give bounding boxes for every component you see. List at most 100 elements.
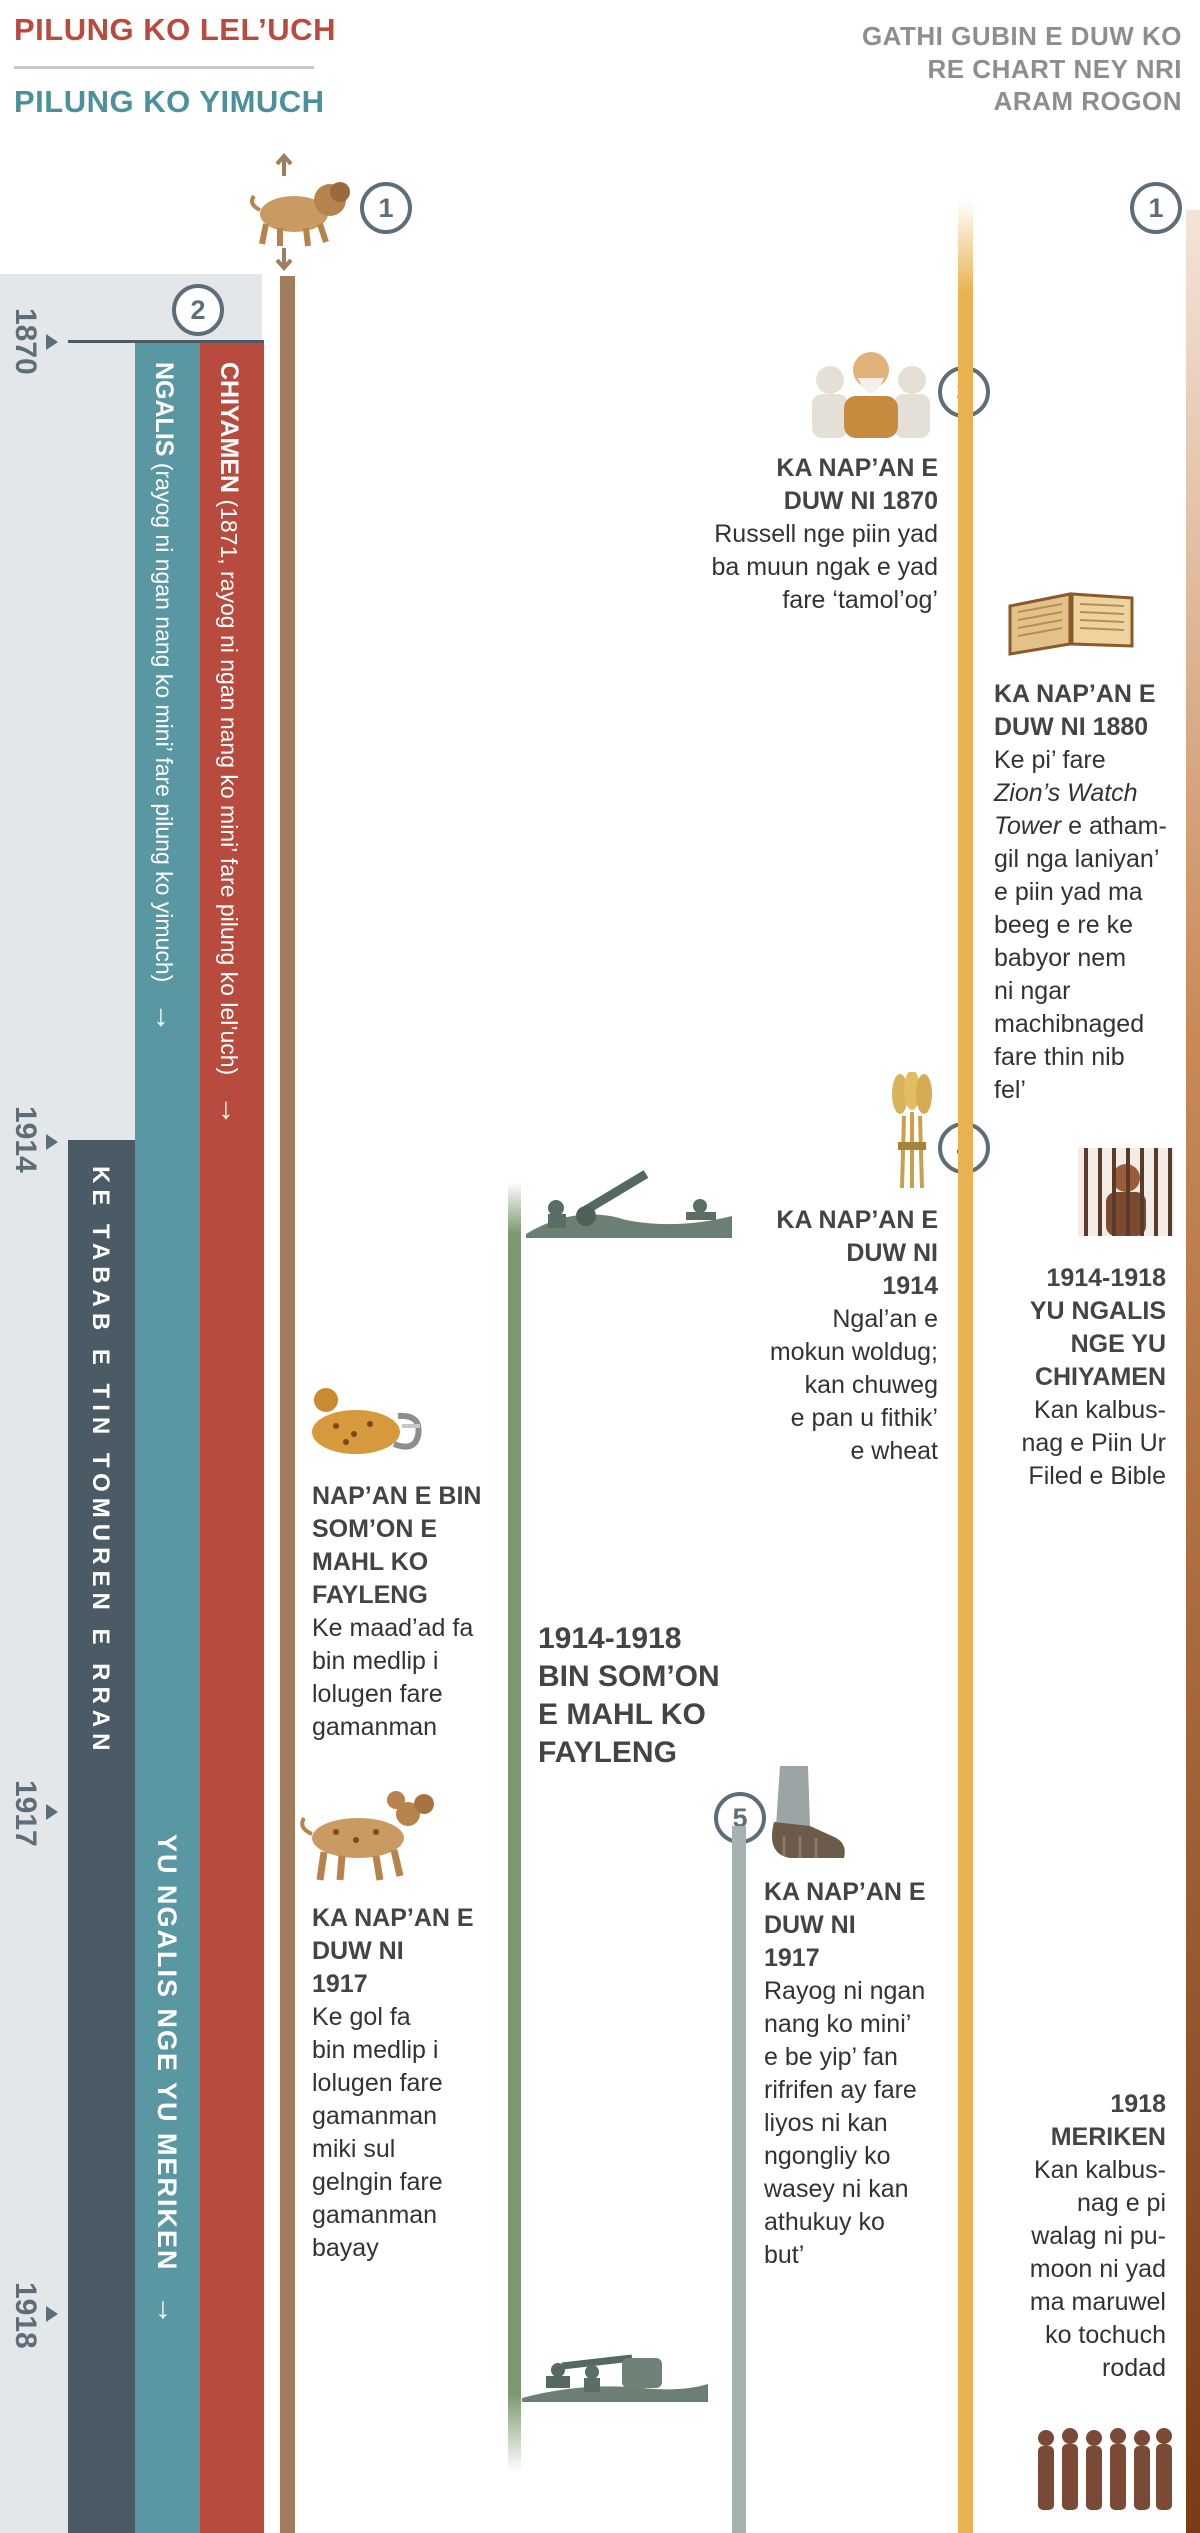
event-1870-body-1: Russell nge piin yad [714,520,938,548]
event-1880-body-r5: machibnaged [994,1010,1145,1038]
event-1880-body-r3: babyor nem [994,944,1127,972]
event-1914-heading-1: KA NAP’AN E [776,1206,938,1234]
feet-body-7: wasey ni kan [764,2175,909,2203]
year-label-1870: 1870 [9,308,42,375]
e1918-body-7: rodad [1102,2354,1166,2382]
e1918-body-3: walag ni pu- [1031,2222,1166,2250]
year-tick-1870 [46,334,58,350]
wound-body-3: lolugen fare [312,1680,443,1708]
war-title: 1914-1918 BIN SOM’ON E MAHL KO FAYLENG [538,1620,738,1772]
event-1917-beast: KA NAP’AN E DUW NI 1917 Ke gol fa bin me… [312,1902,502,2265]
year-tick-1914 [46,1134,58,1150]
marker-5: 5 [714,1792,766,1844]
feet-body-5: liyos ni kan [764,2109,888,2137]
beast1917-body-7: gamanman [312,2201,438,2229]
event-1914-body-3: kan chuweg [804,1371,938,1399]
e1918-heading-1: 1918 [1110,2090,1166,2118]
event-1870-heading-2: DUW NI 1870 [783,487,938,515]
event-1914-heading-3: 1914 [882,1272,938,1300]
ngalis-desc: (rayog ni ngan nang ko mini’ fare pilung… [151,462,177,983]
chiyamen-arrow-icon: → [214,1095,247,1126]
chiyamen-bar-label: CHIYAMEN (1871, rayog ni ngan nang ko mi… [213,362,247,1126]
prison-heading-3: NGE YU [1070,1330,1166,1358]
beast1917-body-6: gelngin fare [312,2168,443,2196]
event-1914-body-2: mokun woldug; [769,1338,938,1366]
event-1914-heading-2: DUW NI [846,1239,938,1267]
beast1917-body-5: miki sul [312,2135,396,2163]
year-label-1917: 1917 [9,1780,42,1847]
feet-body-6: ngongliy ko [764,2142,891,2170]
event-1870-heading-1: KA NAP’AN E [776,454,938,482]
header-right-line-3: ARAM ROGON [993,86,1182,116]
persecution-track-line [1186,210,1200,2533]
beast1917-body-4: gamanman [312,2102,438,2130]
header-right-line-1: GATHI GUBIN E DUW KO [861,21,1182,51]
year-label-1918: 1918 [9,2282,42,2349]
feet-heading-3: 1917 [764,1944,820,1972]
event-1880-body-r4: ni ngar [994,977,1071,1005]
header-title-right: GATHI GUBIN E DUW KO RE CHART NEY NRI AR… [762,20,1182,118]
e1918-body-2: nag e pi [1077,2189,1166,2217]
war-track-line [508,1182,521,2472]
prison-heading-4: CHIYAMEN [1034,1363,1166,1391]
bar-1914-line [68,1140,135,1143]
prisoners-group-icon [1038,2428,1172,2510]
feet-body-8: athukuy ko [764,2208,885,2236]
header-title-left-1: PILUNG KO LEL’UCH [14,12,336,47]
feet-body-3: e be yip’ fan [764,2043,898,2071]
wheat-sheaf-icon [892,1072,932,1189]
prison-body-1: Kan kalbus- [1033,1396,1166,1424]
bar-top-line [68,340,264,343]
event-1880-body-r6: fare thin nib [994,1043,1125,1071]
chiyamen-bar [200,342,264,2533]
event-1880-body-r1: e piin yad ma [994,878,1143,906]
feet-body-1: Rayog ni ngan [764,1977,926,2005]
marker-1-right: 1 [1130,182,1182,234]
wound-body-1: Ke maad’ad fa [312,1614,474,1642]
e1918-body-1: Kan kalbus- [1033,2156,1166,2184]
chiyamen-title: CHIYAMEN [215,362,243,494]
event-1880-heading-2: DUW NI 1880 [994,713,1149,741]
event-1880-body-3: e atham- [1061,812,1167,840]
event-1880-body-r7: fel’ [994,1076,1026,1104]
feet-heading-1: KA NAP’AN E [764,1878,926,1906]
header-title-left-2: PILUNG KO YIMUCH [14,84,325,119]
ngalis-title: NGALIS [150,362,178,457]
war-title-1: 1914-1918 [538,1622,682,1655]
event-1880-body-1: Ke pi’ fare [994,746,1106,774]
event-1914-body-5: e wheat [850,1437,938,1465]
lion-beast-icon [250,152,350,272]
event-1880-heading-1: KA NAP’AN E [994,680,1156,708]
event-1880: KA NAP’AN E DUW NI 1880 Ke pi’ fare Zion… [994,678,1194,1107]
event-1870: KA NAP’AN E DUW NI 1870 Russell nge piin… [640,452,938,617]
anglo-american-arrow-icon: → [151,2295,184,2328]
marker-2: 2 [172,284,224,336]
war-title-4: FAYLENG [538,1736,677,1770]
chiyamen-desc: (1871, rayog ni ngan nang ko mini’ fare … [216,499,242,1076]
header-divider [14,66,314,69]
event-1880-body-r0: gil nga laniyan’ [994,845,1160,873]
last-days-bar [68,1142,135,2533]
prison-body-3: Filed e Bible [1028,1462,1166,1490]
e1918-body-4: moon ni yad [1029,2255,1166,2283]
iron-clay-feet-icon [772,1766,845,1858]
e1918-heading-2: MERIKEN [1050,2123,1166,2151]
open-bible-icon [1008,592,1134,656]
prisoner-icon [1078,1148,1174,1236]
anglo-american-label: YU NGALIS NGE YU MERIKEN → [150,1834,184,2327]
war-title-3: E MAHL KO [538,1698,706,1732]
feet-track-line [732,1826,746,2533]
ngalis-bar [135,342,200,2533]
event-1914: KA NAP’AN E DUW NI 1914 Ngal’an e mokun … [700,1204,938,1468]
header-right-line-2: RE CHART NEY NRI [927,53,1182,84]
wound-heading-1: NAP’AN E BIN [312,1482,482,1510]
event-1918: 1918 MERIKEN Kan kalbus- nag e pi walag … [990,2088,1166,2385]
event-1870-body-3: fare ‘tamol’og’ [782,586,938,614]
wound-heading-2: SOM’ON E [312,1515,438,1543]
wound-body-2: bin medlip i [312,1647,439,1675]
e1918-body-5: ma maruwel [1029,2288,1166,2316]
event-1914-body-4: e pan u fithik’ [790,1404,938,1432]
feet-body-2: nang ko mini’ [764,2010,912,2038]
beast1917-heading-3: 1917 [312,1970,368,1998]
feet-body-4: rifrifen ay fare [764,2076,917,2104]
